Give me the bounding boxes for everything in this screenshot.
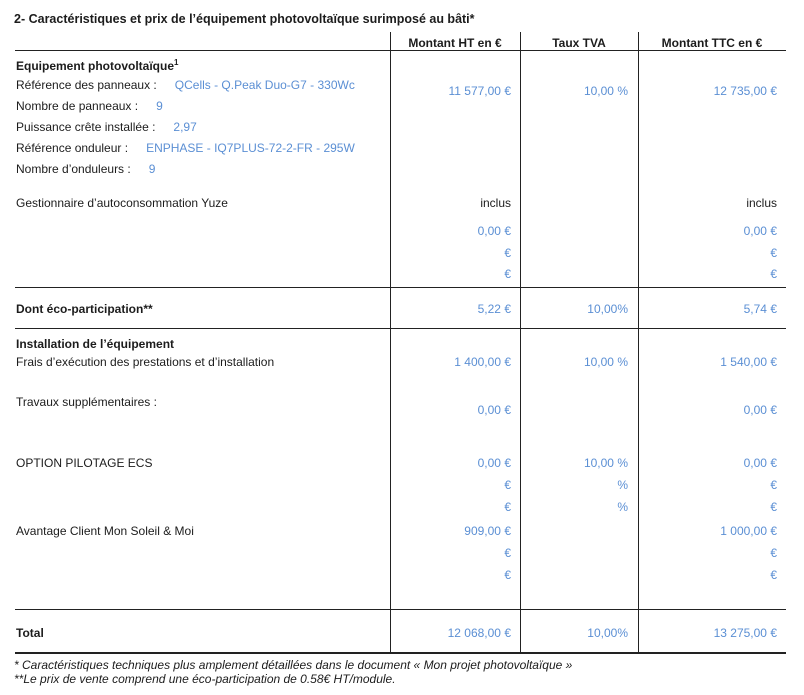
avantage-row2-ttc: € — [770, 546, 777, 560]
footnote-eco-participation: **Le prix de vente comprend une éco-part… — [14, 672, 396, 686]
gestionnaire-row2-ttc: € — [770, 246, 777, 260]
travaux-ht: 0,00 € — [477, 403, 511, 417]
gestionnaire-row3-ht: € — [504, 267, 511, 281]
gestionnaire-row2-ht: € — [504, 246, 511, 260]
gestionnaire-ht-inclus: inclus — [480, 196, 511, 210]
equipment-ttc: 12 735,00 € — [713, 84, 777, 98]
option-row2-ttc: € — [770, 478, 777, 492]
spec-line-panneaux: Référence des panneaux : QCells - Q.Peak … — [16, 78, 355, 92]
option-row2-tva: % — [617, 478, 628, 492]
eco-participation-ttc: 5,74 € — [743, 302, 777, 316]
section-title-equipement: Equipement photovoltaïque1 — [16, 58, 179, 73]
total-tva: 10,00% — [587, 626, 628, 640]
option-row2-ht: € — [504, 478, 511, 492]
spec-line-nb-panneaux: Nombre de panneaux :9 — [16, 99, 163, 113]
equipment-ht: 11 577,00 € — [448, 84, 511, 98]
column-divider-2 — [520, 32, 521, 652]
section-title-installation: Installation de l’équipement — [16, 337, 175, 351]
avantage-row2-ht: € — [504, 546, 511, 560]
column-header-montant-ht: Montant HT en € — [408, 36, 502, 50]
eco-participation-label: Dont éco-participation** — [16, 302, 153, 316]
frais-label: Frais d’exécution des prestations et d’i… — [16, 355, 275, 369]
section-rule-3 — [15, 609, 786, 610]
total-ttc: 13 275,00 € — [713, 626, 777, 640]
option-row1-ttc: 0,00 € — [743, 456, 777, 470]
avantage-row3-ttc: € — [770, 568, 777, 582]
column-header-taux-tva: Taux TVA — [552, 36, 606, 50]
spec-line-puissance: Puissance crête installée :2,97 — [16, 120, 197, 134]
avantage-row3-ht: € — [504, 568, 511, 582]
gestionnaire-row1-ttc: 0,00 € — [743, 224, 777, 238]
spec-line-onduleur: Référence onduleur : ENPHASE - IQ7PLUS-72… — [16, 141, 355, 155]
option-row1-tva: 10,00 % — [583, 456, 628, 470]
spec-value-nb-panneaux: 9 — [156, 99, 163, 113]
option-row1-ht: 0,00 € — [477, 456, 511, 470]
footnote-ref-1: 1 — [174, 58, 179, 67]
option-pilotage-label: OPTION PILOTAGE ECS — [16, 456, 153, 470]
spec-value-onduleur: ENPHASE - IQ7PLUS-72-2-FR - 295W — [146, 141, 355, 155]
avantage-row1-ht: 909,00 € — [464, 524, 511, 538]
gestionnaire-label: Gestionnaire d’autoconsommation Yuze — [16, 196, 228, 210]
travaux-ttc: 0,00 € — [743, 403, 777, 417]
gestionnaire-row3-ttc: € — [770, 267, 777, 281]
page-title: 2- Caractéristiques et prix de l’équipem… — [14, 12, 475, 26]
avantage-row1-ttc: 1 000,00 € — [720, 524, 777, 538]
gestionnaire-row1-ht: 0,00 € — [477, 224, 511, 238]
column-header-montant-ttc: Montant TTC en € — [661, 36, 763, 50]
column-divider-1 — [390, 32, 391, 652]
eco-participation-tva: 10,00% — [587, 302, 628, 316]
option-row3-tva: % — [617, 500, 628, 514]
option-row3-ttc: € — [770, 500, 777, 514]
header-rule — [15, 50, 786, 51]
avantage-label: Avantage Client Mon Soleil & Moi — [16, 524, 194, 538]
frais-tva: 10,00 % — [583, 355, 628, 369]
spec-value-panneaux: QCells - Q.Peak Duo-G7 - 330Wc — [174, 78, 355, 92]
spec-value-nb-onduleurs: 9 — [148, 162, 156, 176]
section-rule-2 — [15, 328, 786, 329]
total-label: Total — [16, 626, 44, 640]
equipment-tva: 10,00 % — [583, 84, 628, 98]
spec-value-puissance: 2,97 — [173, 120, 197, 134]
footnote-characteristics: * Caractéristiques techniques plus ample… — [14, 658, 573, 672]
table-bottom-rule — [15, 652, 786, 654]
total-ht: 12 068,00 € — [447, 626, 511, 640]
gestionnaire-ttc-inclus: inclus — [746, 196, 777, 210]
option-row3-ht: € — [504, 500, 511, 514]
section-rule-1 — [15, 287, 786, 288]
travaux-label: Travaux supplémentaires : — [16, 395, 157, 409]
column-divider-3 — [638, 32, 639, 652]
frais-ht: 1 400,00 € — [454, 355, 511, 369]
frais-ttc: 1 540,00 € — [720, 355, 777, 369]
eco-participation-ht: 5,22 € — [477, 302, 511, 316]
spec-line-nb-onduleurs: Nombre d’onduleurs :9 — [16, 162, 156, 176]
